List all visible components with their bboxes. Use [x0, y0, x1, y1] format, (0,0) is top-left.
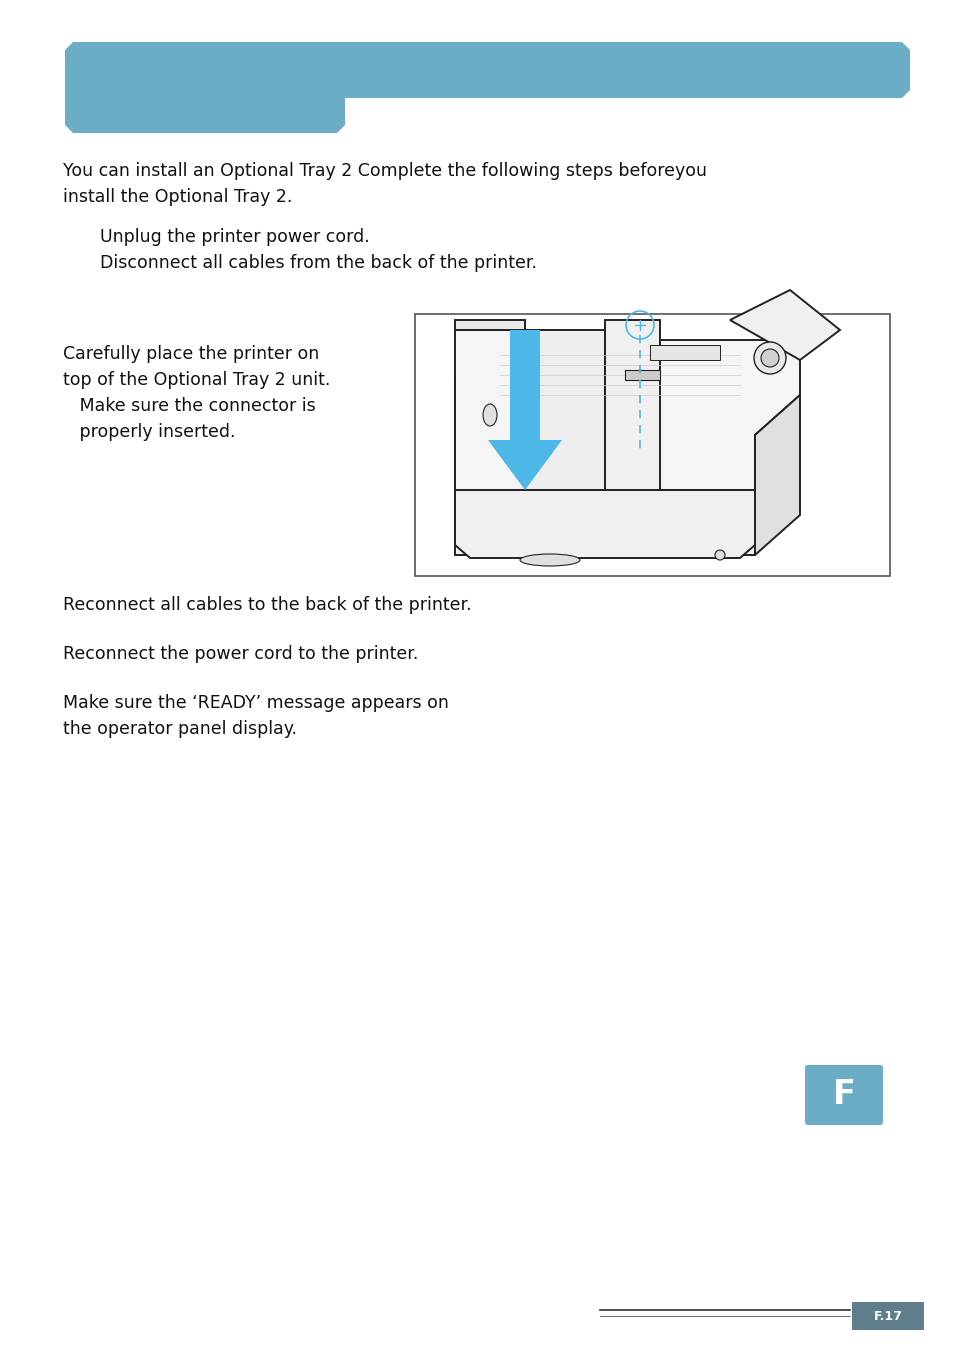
Ellipse shape	[519, 554, 579, 567]
Polygon shape	[488, 331, 561, 490]
Text: Reconnect all cables to the back of the printer.: Reconnect all cables to the back of the …	[63, 596, 471, 614]
Polygon shape	[851, 1302, 923, 1330]
Polygon shape	[455, 320, 524, 331]
Text: You can install an Optional Tray 2 Complete the following steps beforeyou: You can install an Optional Tray 2 Compl…	[63, 162, 706, 179]
Text: Carefully place the printer on: Carefully place the printer on	[63, 345, 319, 363]
Text: the operator panel display.: the operator panel display.	[63, 720, 296, 738]
Text: Make sure the ‘READY’ message appears on: Make sure the ‘READY’ message appears on	[63, 693, 449, 712]
Circle shape	[760, 349, 779, 367]
FancyBboxPatch shape	[804, 1064, 882, 1125]
Polygon shape	[455, 331, 524, 490]
Text: install the Optional Tray 2.: install the Optional Tray 2.	[63, 188, 292, 206]
Circle shape	[753, 343, 785, 374]
Polygon shape	[729, 290, 840, 360]
Circle shape	[714, 550, 724, 560]
Polygon shape	[604, 320, 659, 490]
Polygon shape	[649, 345, 720, 360]
Polygon shape	[415, 314, 889, 576]
Ellipse shape	[482, 403, 497, 426]
Text: Reconnect the power cord to the printer.: Reconnect the power cord to the printer.	[63, 645, 418, 662]
Text: F.17: F.17	[873, 1310, 902, 1322]
Polygon shape	[754, 395, 800, 554]
Text: F: F	[832, 1078, 855, 1112]
Polygon shape	[455, 340, 800, 490]
Text: Unplug the printer power cord.: Unplug the printer power cord.	[100, 228, 370, 246]
Text: top of the Optional Tray 2 unit.: top of the Optional Tray 2 unit.	[63, 371, 330, 389]
Polygon shape	[624, 370, 659, 380]
Text: properly inserted.: properly inserted.	[63, 424, 235, 441]
Text: Make sure the connector is: Make sure the connector is	[63, 397, 315, 415]
Polygon shape	[455, 490, 754, 554]
Polygon shape	[65, 42, 909, 134]
Polygon shape	[524, 331, 604, 490]
Text: Disconnect all cables from the back of the printer.: Disconnect all cables from the back of t…	[100, 254, 537, 272]
Polygon shape	[455, 490, 754, 558]
